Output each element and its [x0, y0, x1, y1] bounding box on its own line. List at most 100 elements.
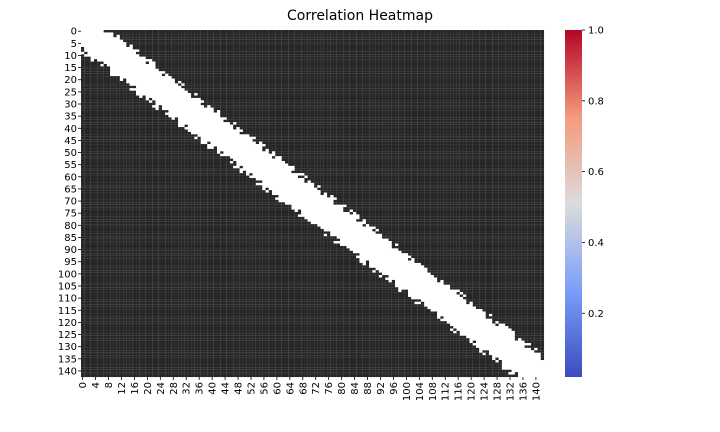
heatmap-cell [145, 59, 150, 62]
heatmap-cell [340, 105, 344, 108]
heatmap-cell [294, 66, 298, 69]
heatmap-cell [223, 97, 227, 101]
heatmap-cell [294, 78, 298, 82]
heatmap-cell [430, 37, 434, 40]
heatmap-cell [469, 88, 473, 91]
heatmap-cell [229, 83, 234, 86]
heatmap-cell [446, 80, 451, 84]
heatmap-cell [417, 112, 422, 115]
heatmap-cell [320, 44, 324, 48]
heatmap-cell [223, 68, 227, 72]
heatmap-cell [420, 107, 425, 111]
heatmap-cell [136, 37, 140, 40]
heatmap-cell [330, 56, 334, 60]
heatmap-cell [158, 49, 162, 52]
heatmap-cell [408, 51, 412, 55]
heatmap-cell [171, 85, 175, 89]
heatmap-cell [119, 100, 124, 103]
heatmap-cell [152, 68, 156, 72]
heatmap-cell [291, 110, 295, 113]
heatmap-cell [275, 76, 279, 79]
heatmap-cell [284, 44, 289, 48]
heatmap-cell [469, 56, 473, 60]
heatmap-cell [388, 44, 392, 48]
heatmap-cell [411, 66, 415, 69]
heatmap-cell [148, 54, 153, 57]
heatmap-cell [395, 85, 399, 89]
heatmap-cell [136, 83, 140, 86]
heatmap-cell [537, 49, 541, 52]
heatmap-cell [187, 93, 192, 96]
heatmap-cell [388, 32, 392, 35]
heatmap-cell [408, 59, 412, 62]
heatmap-cell [126, 102, 130, 106]
heatmap-cell [369, 85, 373, 89]
heatmap-cell [168, 54, 172, 57]
heatmap-cell [81, 30, 85, 33]
heatmap-cell [297, 44, 302, 48]
heatmap-cell [443, 107, 447, 111]
heatmap-cell [126, 30, 130, 33]
heatmap-cell [479, 97, 483, 101]
heatmap-cell [255, 56, 260, 60]
heatmap-cell [106, 46, 111, 50]
heatmap-cell [284, 32, 289, 35]
heatmap-cell [505, 90, 509, 94]
heatmap-cell [375, 37, 379, 40]
heatmap-cell [333, 37, 337, 40]
heatmap-cell [168, 105, 172, 108]
heatmap-cell [333, 80, 337, 84]
heatmap-cell [531, 85, 535, 89]
heatmap-cell [365, 85, 370, 89]
heatmap-cell [304, 66, 308, 69]
heatmap-cell [242, 37, 247, 40]
heatmap-cell [213, 30, 218, 33]
heatmap-cell [476, 85, 480, 89]
heatmap-cell [132, 63, 137, 67]
heatmap-cell [210, 93, 214, 96]
heatmap-cell [191, 97, 195, 101]
heatmap-cell [524, 32, 528, 35]
heatmap-cell [352, 37, 357, 40]
heatmap-cell [518, 49, 522, 52]
heatmap-cell [155, 73, 159, 77]
heatmap-cell [362, 32, 366, 35]
heatmap-cell [469, 61, 473, 65]
heatmap-cell [333, 90, 337, 94]
heatmap-cell [152, 83, 156, 86]
heatmap-cell [476, 88, 480, 91]
heatmap-cell [181, 42, 185, 45]
heatmap-cell [317, 49, 321, 52]
heatmap-cell [113, 102, 117, 106]
heatmap-cell [391, 80, 396, 84]
heatmap-cell [417, 97, 422, 101]
heatmap-cell [469, 107, 473, 111]
heatmap-cell [278, 105, 282, 108]
heatmap-cell [158, 30, 162, 33]
heatmap-cell [236, 88, 240, 91]
heatmap-cell [459, 30, 464, 33]
heatmap-cell [359, 66, 363, 69]
heatmap-cell [323, 61, 328, 65]
heatmap-cell [216, 37, 221, 40]
heatmap-cell [84, 78, 88, 82]
heatmap-cell [382, 37, 386, 40]
heatmap-cell [323, 46, 328, 50]
heatmap-cell [466, 34, 470, 38]
heatmap-cell [268, 39, 273, 43]
heatmap-cell [485, 73, 490, 77]
heatmap-cell [220, 68, 224, 72]
heatmap-cell [294, 110, 298, 113]
heatmap-cell [229, 80, 234, 84]
heatmap-cell [148, 110, 153, 113]
heatmap-cell [395, 100, 399, 103]
heatmap-cell [268, 110, 273, 113]
heatmap-cell [284, 73, 289, 77]
heatmap-cell [233, 95, 237, 98]
heatmap-cell [310, 110, 315, 113]
heatmap-cell [178, 76, 182, 79]
heatmap-cell [178, 95, 182, 98]
heatmap-cell [297, 37, 302, 40]
heatmap-cell [333, 107, 337, 111]
heatmap-cell [411, 56, 415, 60]
